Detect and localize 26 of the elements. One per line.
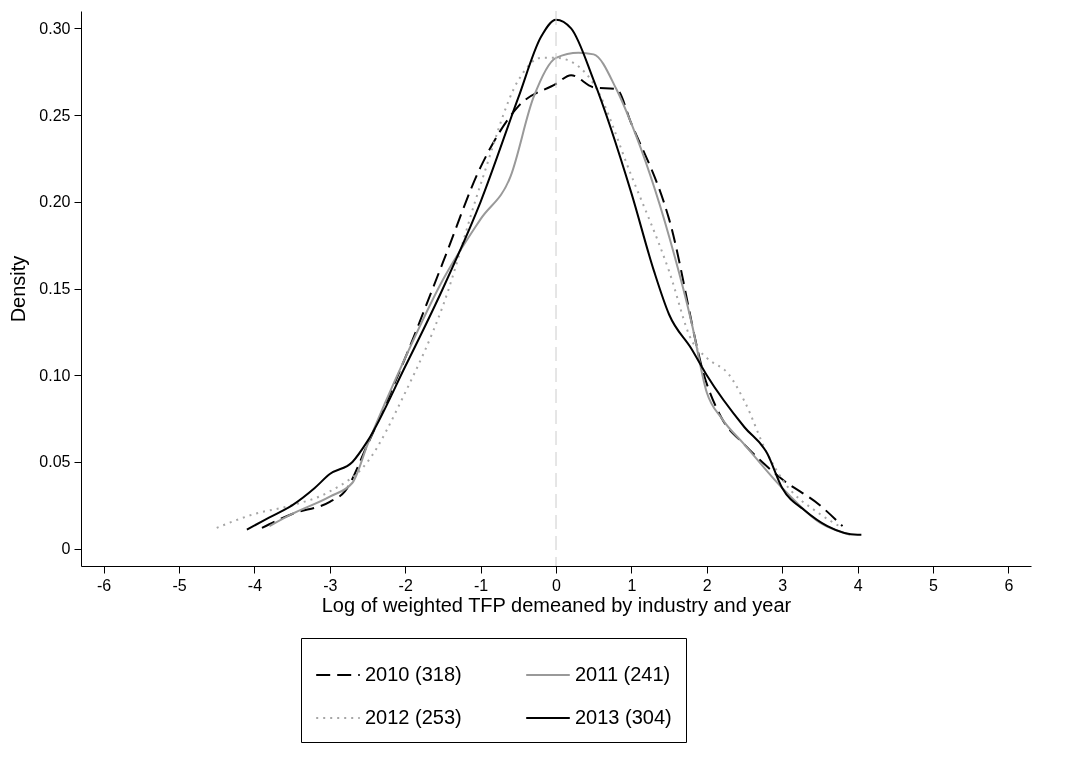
- x-tick-label: 3: [778, 576, 788, 594]
- x-tick-label: 6: [1004, 576, 1014, 594]
- x-tick-label: 2: [702, 576, 712, 594]
- legend-label: 2010 (318): [365, 663, 462, 685]
- legend-label: 2011 (241): [575, 663, 671, 685]
- y-tick-label: 0.15: [39, 280, 71, 297]
- x-tick-label: -5: [172, 576, 187, 594]
- x-tick-label: -1: [473, 576, 489, 594]
- x-tick-label: 5: [929, 576, 939, 594]
- x-axis-title: Log of weighted TFP demeaned by industry and year: [321, 593, 792, 616]
- legend-label: 2012 (253): [365, 706, 462, 728]
- x-tick-label: 1: [627, 576, 637, 594]
- y-axis-title: Density: [7, 255, 30, 323]
- y-tick-label: 0.05: [39, 453, 71, 471]
- y-tick-label: 0.30: [39, 19, 71, 37]
- legend-label: 2013 (304): [575, 706, 672, 728]
- x-tick-label: -2: [398, 576, 413, 594]
- y-tick-label: 0.20: [39, 193, 71, 211]
- x-tick-label: -4: [247, 576, 263, 594]
- y-tick-label: 0.10: [39, 366, 71, 384]
- y-tick-label: 0.25: [39, 106, 71, 124]
- x-tick-label: 4: [853, 576, 863, 594]
- y-tick-label: 0: [61, 540, 71, 558]
- x-tick-label: -3: [323, 576, 338, 594]
- x-tick-label: 0: [552, 576, 562, 594]
- x-tick-label: -6: [97, 576, 112, 594]
